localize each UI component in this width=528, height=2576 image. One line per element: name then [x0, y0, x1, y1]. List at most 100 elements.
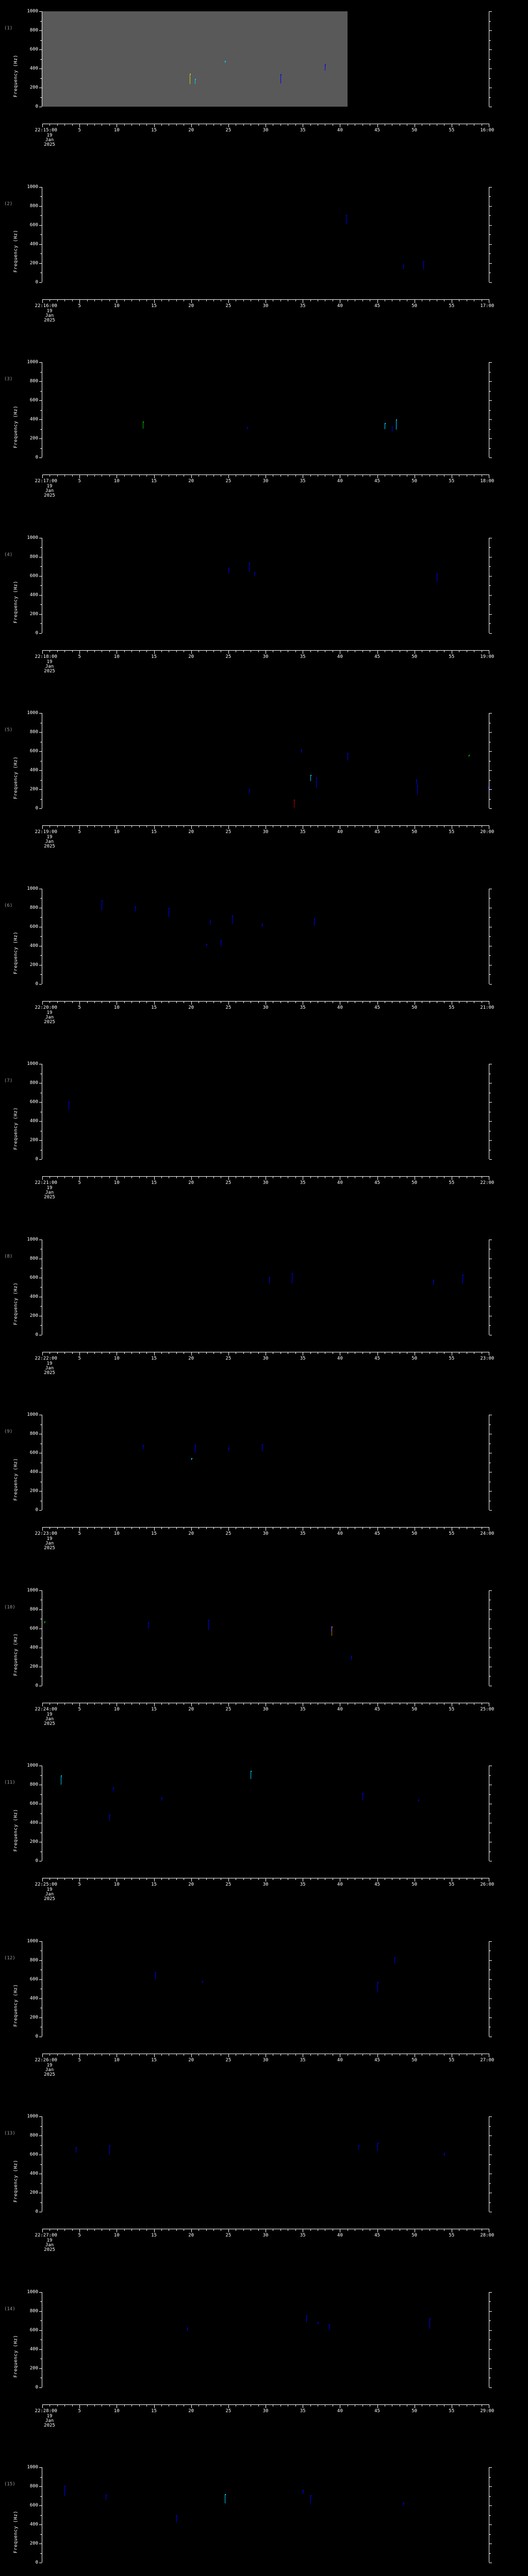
y-tick-label: 400: [29, 943, 38, 948]
detection-contour: [394, 1957, 395, 1963]
y-tick-label: 1000: [27, 1587, 38, 1593]
y-tick-label: 800: [29, 730, 38, 735]
x-tick-minor: [176, 1702, 177, 1705]
x-axis-start-label: 22:27:00: [35, 2233, 57, 2238]
x-tick-minor: [124, 1176, 125, 1178]
x-tick-minor: [131, 1878, 133, 1880]
y-tick-minor-right: [489, 59, 491, 60]
panel-14: (14) Frequency (Hz) 0 200 400 600 800 1000 22:28…: [0, 2281, 528, 2456]
y-tick-major: [39, 1121, 42, 1122]
x-tick-minor: [362, 124, 363, 126]
y-tick-major-right: [489, 614, 492, 615]
x-tick-label: 55: [449, 654, 455, 659]
x-tick-minor: [310, 1702, 311, 1705]
y-tick-label: 0: [35, 2209, 38, 2214]
x-tick-minor: [258, 825, 259, 827]
y-tick-minor: [40, 234, 42, 235]
y-tick-minor-right: [489, 253, 491, 254]
y-tick-minor: [40, 196, 42, 197]
plot-area: [42, 537, 489, 633]
x-tick-minor: [213, 124, 214, 126]
detection-contour: [191, 1458, 192, 1460]
x-tick-minor: [64, 825, 65, 827]
detection-point: [280, 74, 282, 76]
y-tick-major-right: [489, 1941, 492, 1942]
x-tick-minor: [87, 474, 88, 477]
y-tick-label: 0: [35, 2033, 38, 2039]
x-tick-minor: [94, 1001, 95, 1003]
x-tick-major: [228, 474, 229, 478]
y-tick-major-right: [489, 770, 492, 771]
x-tick-label: 15: [151, 654, 157, 659]
detection-point: [44, 1621, 46, 1623]
detection-contour: [377, 1982, 378, 1993]
x-tick-label: 30: [262, 1005, 269, 1010]
y-tick-label: 400: [29, 2171, 38, 2176]
y-tick-label: 0: [35, 1332, 38, 1337]
y-tick-major-right: [489, 2292, 492, 2293]
y-tick-minor: [40, 2164, 42, 2165]
x-tick-minor: [161, 1001, 162, 1003]
x-tick-label: 35: [300, 1180, 306, 1185]
y-tick-minor: [40, 566, 42, 567]
x-tick-minor: [243, 1702, 244, 1705]
y-tick-minor: [40, 917, 42, 918]
x-tick-minor: [310, 1527, 311, 1529]
detection-point: [417, 785, 419, 787]
y-tick-minor-right: [489, 391, 491, 392]
detection-contour: [206, 944, 207, 946]
x-tick-major: [79, 650, 80, 654]
x-tick-minor: [72, 2404, 73, 2406]
detection-point: [135, 906, 137, 907]
y-tick-major: [39, 789, 42, 790]
x-tick-label: 15: [151, 2057, 157, 2063]
x-tick-minor: [280, 1001, 281, 1003]
y-tick-minor: [40, 2496, 42, 2497]
x-tick-minor: [280, 1702, 281, 1705]
y-tick-major-right: [489, 206, 492, 207]
x-tick-major: [79, 2053, 80, 2057]
x-tick-minor: [310, 1001, 311, 1003]
y-tick-label: 200: [29, 1839, 38, 1844]
y-tick-major-right: [489, 789, 492, 790]
x-axis-date-label: 19 Jan 2025: [44, 1887, 55, 1902]
y-tick-major: [39, 1609, 42, 1610]
detection-contour: [310, 775, 311, 782]
x-tick-major: [228, 124, 229, 127]
y-tick-minor: [40, 623, 42, 624]
detection-contour: [135, 906, 136, 911]
y-axis-label: Frequency (Hz): [13, 2335, 19, 2378]
x-tick-label: 30: [262, 1706, 269, 1712]
x-tick-minor: [109, 825, 110, 827]
detection-point: [314, 918, 315, 920]
y-tick-label: 400: [29, 1820, 38, 1825]
y-tick-minor: [40, 429, 42, 430]
x-tick-major: [154, 2404, 155, 2408]
y-tick-minor-right: [489, 974, 491, 975]
x-tick-minor: [109, 1176, 110, 1178]
y-tick-major: [39, 614, 42, 615]
x-tick-label: 30: [262, 1355, 269, 1361]
plot-area: [42, 11, 489, 107]
x-tick-minor: [176, 2229, 177, 2231]
x-tick-minor: [124, 2229, 125, 2231]
detection-contour: [232, 916, 233, 924]
detection-point: [310, 2495, 311, 2497]
x-tick-minor: [146, 2404, 147, 2406]
detection-contour: [358, 2145, 359, 2149]
x-tick-major: [42, 650, 43, 654]
x-tick-minor: [146, 474, 147, 477]
panel-2: (2) Frequency (Hz) 0 200 400 600 800 1000 22:16:…: [0, 176, 528, 351]
y-tick-major: [39, 1140, 42, 1141]
y-tick-minor: [40, 78, 42, 79]
x-tick-minor: [206, 474, 207, 477]
x-tick-label: 30: [262, 654, 269, 659]
detection-point: [303, 2489, 304, 2491]
x-tick-label: 5: [78, 2408, 81, 2414]
detection-point: [429, 2318, 431, 2319]
y-axis-label: Frequency (Hz): [13, 2159, 19, 2202]
y-tick-major: [39, 1979, 42, 1980]
x-tick-major: [191, 650, 192, 654]
y-tick-label: 1000: [27, 1938, 38, 1944]
